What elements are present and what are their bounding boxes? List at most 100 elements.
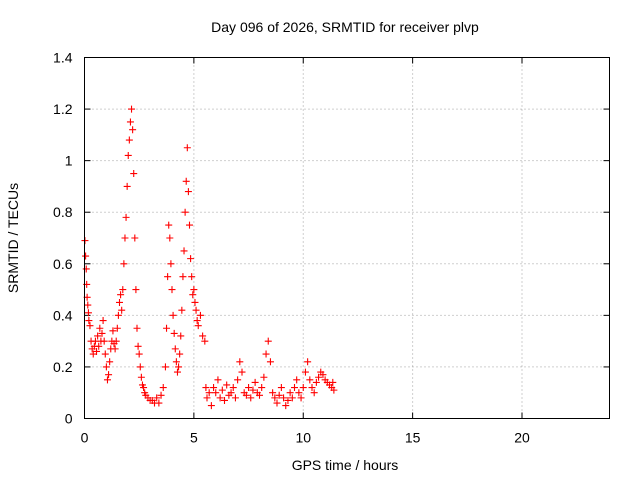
data-point [102, 363, 110, 371]
data-point [187, 255, 195, 263]
data-point [315, 373, 323, 381]
grid [84, 57, 610, 419]
data-point [229, 384, 237, 392]
data-point [218, 386, 226, 394]
data-point [178, 306, 186, 314]
data-point [301, 368, 309, 376]
data-point [168, 286, 176, 294]
data-point [231, 394, 239, 402]
y-tick-label: 0.6 [53, 256, 73, 272]
data-point [280, 394, 288, 402]
data-point [186, 221, 193, 229]
data-point [86, 322, 94, 330]
data-point [96, 324, 104, 332]
data-point [277, 384, 285, 392]
data-point [94, 332, 102, 340]
data-point [330, 386, 338, 394]
data-point [173, 368, 181, 376]
x-tick-label: 5 [190, 430, 198, 446]
data-point [119, 286, 127, 294]
x-axis-label: GPS time / hours [292, 457, 399, 473]
data-point [249, 386, 257, 394]
data-point [256, 391, 263, 399]
data-point [308, 384, 316, 392]
data-point [179, 273, 187, 281]
data-point [84, 309, 92, 317]
data-point [210, 384, 218, 392]
data-point [202, 384, 210, 392]
data-point [295, 389, 303, 397]
data-point [299, 384, 307, 392]
data-point [134, 342, 142, 350]
y-tick-label: 1.4 [53, 50, 73, 66]
data-point [172, 358, 180, 366]
data-point [159, 384, 167, 392]
data-point [190, 286, 198, 294]
data-point [82, 252, 90, 260]
data-point [193, 317, 201, 325]
data-point [135, 350, 143, 358]
data-point [180, 247, 188, 255]
data-point [183, 144, 191, 152]
data-series [81, 105, 338, 410]
data-point [98, 329, 106, 337]
data-point [161, 363, 169, 371]
plot-area [84, 57, 610, 419]
data-point [264, 337, 272, 345]
data-point [100, 337, 108, 345]
data-point [105, 371, 113, 379]
data-point [93, 347, 101, 355]
data-point [236, 358, 244, 366]
data-point [169, 311, 177, 319]
data-point [284, 396, 292, 404]
data-point [271, 394, 279, 402]
x-tick-label: 10 [295, 430, 311, 446]
data-point [260, 373, 268, 381]
x-tick-label: 20 [514, 430, 530, 446]
data-point [288, 394, 296, 402]
data-point [196, 311, 204, 319]
data-point [123, 182, 131, 190]
data-point [132, 286, 140, 294]
data-point [251, 378, 259, 386]
data-point [223, 381, 231, 389]
data-point [227, 389, 235, 397]
data-point [167, 260, 175, 268]
data-point [214, 376, 222, 384]
data-point [129, 126, 137, 134]
data-point [275, 391, 283, 399]
data-point [293, 376, 301, 384]
data-point [269, 389, 277, 397]
data-point [205, 389, 213, 397]
data-point [136, 363, 144, 371]
data-point [329, 378, 337, 386]
data-point [297, 394, 305, 402]
data-point [291, 384, 298, 392]
x-tick-label: 0 [81, 430, 89, 446]
data-point [184, 188, 192, 196]
axis-ticks: 0 5 10 15 20 0 0.2 0.4 0.6 0.8 1 1.2 1.4 [53, 50, 610, 446]
data-point [165, 221, 173, 229]
data-point [137, 373, 145, 381]
data-point [125, 136, 133, 144]
data-point [101, 350, 109, 358]
y-tick-label: 0 [65, 411, 73, 427]
data-point [216, 394, 224, 402]
data-point [234, 376, 242, 384]
data-point [85, 317, 93, 325]
y-tick-label: 0.4 [53, 307, 73, 323]
data-point [212, 389, 220, 397]
data-point [176, 350, 184, 358]
data-point [126, 118, 134, 126]
data-point [163, 324, 171, 332]
data-point [121, 234, 129, 242]
data-point [203, 394, 211, 402]
data-point [177, 332, 185, 340]
data-point [181, 208, 189, 216]
y-tick-label: 0.2 [53, 359, 73, 375]
data-point [306, 376, 314, 384]
data-point [262, 350, 270, 358]
data-point [171, 345, 179, 353]
data-point [191, 298, 199, 306]
